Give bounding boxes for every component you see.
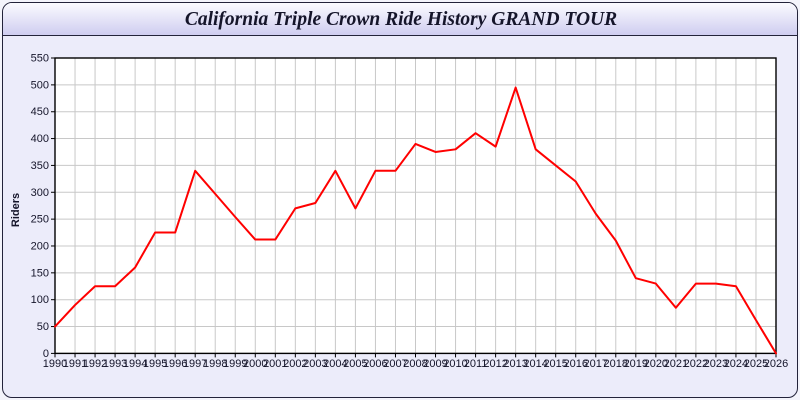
- svg-text:300: 300: [31, 187, 49, 199]
- svg-text:150: 150: [31, 267, 49, 279]
- svg-text:350: 350: [31, 160, 49, 172]
- svg-text:550: 550: [31, 53, 49, 65]
- svg-text:200: 200: [31, 240, 49, 252]
- svg-text:450: 450: [31, 106, 49, 118]
- svg-text:400: 400: [31, 133, 49, 145]
- svg-text:500: 500: [31, 79, 49, 91]
- svg-text:50: 50: [37, 321, 49, 333]
- svg-text:2026: 2026: [764, 358, 788, 370]
- svg-text:100: 100: [31, 294, 49, 306]
- svg-text:250: 250: [31, 214, 49, 226]
